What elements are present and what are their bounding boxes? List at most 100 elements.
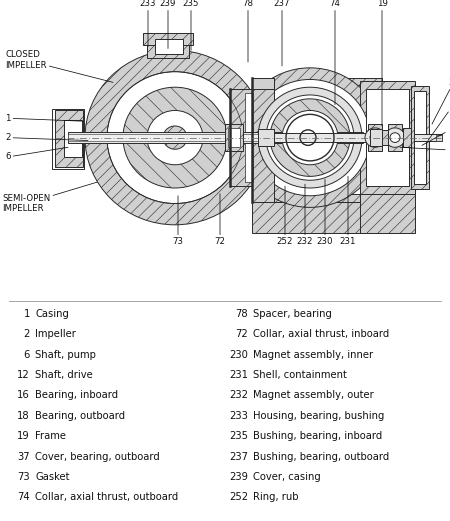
Text: Gasket: Gasket	[35, 472, 69, 482]
Text: 232: 232	[297, 184, 313, 246]
Text: Ring, rub: Ring, rub	[253, 492, 298, 502]
Text: Shaft, pump: Shaft, pump	[35, 350, 96, 359]
Text: Spacer, bearing: Spacer, bearing	[253, 309, 332, 319]
Text: 230: 230	[229, 350, 248, 359]
Text: 74: 74	[18, 492, 30, 502]
Text: 231: 231	[229, 370, 248, 380]
Text: Housing, bearing, bushing: Housing, bearing, bushing	[253, 411, 384, 421]
Circle shape	[370, 133, 380, 142]
Circle shape	[390, 133, 400, 142]
Text: Cover, bearing, outboard: Cover, bearing, outboard	[35, 452, 160, 462]
Circle shape	[85, 51, 265, 225]
Bar	[252, 78, 274, 202]
Text: Collar, axial thrust, outboard: Collar, axial thrust, outboard	[35, 492, 178, 502]
Text: 2: 2	[23, 329, 30, 339]
Circle shape	[270, 99, 350, 177]
Text: Bearing, outboard: Bearing, outboard	[35, 411, 125, 421]
Text: 19: 19	[17, 431, 30, 441]
Text: 252: 252	[277, 186, 293, 246]
Text: 18: 18	[422, 123, 450, 145]
Bar	[252, 78, 274, 89]
Text: 1: 1	[23, 309, 30, 319]
Text: 252: 252	[229, 492, 248, 502]
Text: Casing: Casing	[35, 309, 69, 319]
Text: 1: 1	[5, 114, 82, 123]
Bar	[245, 93, 253, 182]
Text: Frame: Frame	[35, 431, 66, 441]
Bar	[258, 129, 274, 146]
Text: 237: 237	[274, 0, 290, 66]
Bar	[414, 91, 426, 184]
Bar	[382, 130, 388, 145]
Bar	[68, 132, 363, 143]
Circle shape	[163, 126, 187, 149]
Bar	[147, 39, 189, 58]
Text: 6: 6	[23, 350, 30, 359]
Text: 235: 235	[183, 0, 199, 51]
Circle shape	[123, 87, 227, 188]
Text: Magnet assembly, outer: Magnet assembly, outer	[253, 390, 374, 400]
Text: 18: 18	[18, 411, 30, 421]
Text: 231: 231	[340, 177, 356, 246]
Text: 12: 12	[17, 370, 30, 380]
Text: CLOSED
IMPELLER: CLOSED IMPELLER	[5, 51, 113, 82]
Text: Bushing, bearing, outboard: Bushing, bearing, outboard	[253, 452, 389, 462]
Bar	[252, 202, 382, 232]
Text: Bushing, bearing, inboard: Bushing, bearing, inboard	[253, 431, 382, 441]
Circle shape	[147, 110, 203, 165]
Bar	[388, 124, 402, 151]
Text: 37: 37	[432, 78, 450, 124]
Bar	[143, 33, 193, 45]
Text: 72: 72	[215, 194, 225, 246]
Text: 73: 73	[18, 472, 30, 482]
Bar	[436, 135, 442, 141]
Bar	[260, 133, 380, 142]
Bar	[360, 81, 415, 194]
Text: SEMI-OPEN
IMPELLER: SEMI-OPEN IMPELLER	[2, 182, 97, 213]
Circle shape	[266, 95, 354, 180]
Bar	[411, 86, 429, 189]
Text: Cover, casing: Cover, casing	[253, 472, 321, 482]
Text: 19: 19	[377, 0, 387, 126]
Text: Bearing, inboard: Bearing, inboard	[35, 390, 118, 400]
Text: 16: 16	[17, 390, 30, 400]
Circle shape	[107, 72, 243, 204]
Circle shape	[238, 68, 382, 207]
Circle shape	[282, 110, 338, 165]
Text: Magnet assembly, inner: Magnet assembly, inner	[253, 350, 373, 359]
Bar	[225, 124, 243, 151]
Bar	[228, 128, 240, 147]
Text: 239: 239	[229, 472, 248, 482]
Circle shape	[365, 128, 385, 147]
Text: 2: 2	[5, 133, 88, 142]
Bar	[64, 120, 82, 157]
Text: 78: 78	[243, 0, 253, 62]
Text: 73: 73	[172, 196, 184, 246]
Bar	[414, 134, 442, 142]
Bar	[360, 194, 415, 232]
Text: 232: 232	[229, 390, 248, 400]
Text: 6: 6	[5, 147, 68, 162]
Text: 235: 235	[229, 431, 248, 441]
Text: 78: 78	[235, 309, 248, 319]
Text: 72: 72	[235, 329, 248, 339]
Text: 237: 237	[229, 452, 248, 462]
Circle shape	[258, 87, 362, 188]
Circle shape	[250, 80, 370, 196]
Text: Impeller: Impeller	[35, 329, 76, 339]
Bar	[403, 128, 411, 147]
Bar	[370, 129, 382, 146]
Text: 239: 239	[160, 0, 176, 48]
Bar	[260, 85, 374, 194]
Bar	[52, 108, 84, 169]
Bar	[252, 78, 382, 202]
Text: Shell, containment: Shell, containment	[253, 370, 347, 380]
Bar	[230, 89, 252, 186]
Bar	[55, 110, 83, 167]
Bar	[155, 39, 183, 54]
Text: 12: 12	[428, 100, 450, 141]
Bar	[68, 134, 363, 142]
Text: 230: 230	[317, 179, 333, 246]
Bar	[368, 124, 382, 151]
Text: Shaft, drive: Shaft, drive	[35, 370, 93, 380]
